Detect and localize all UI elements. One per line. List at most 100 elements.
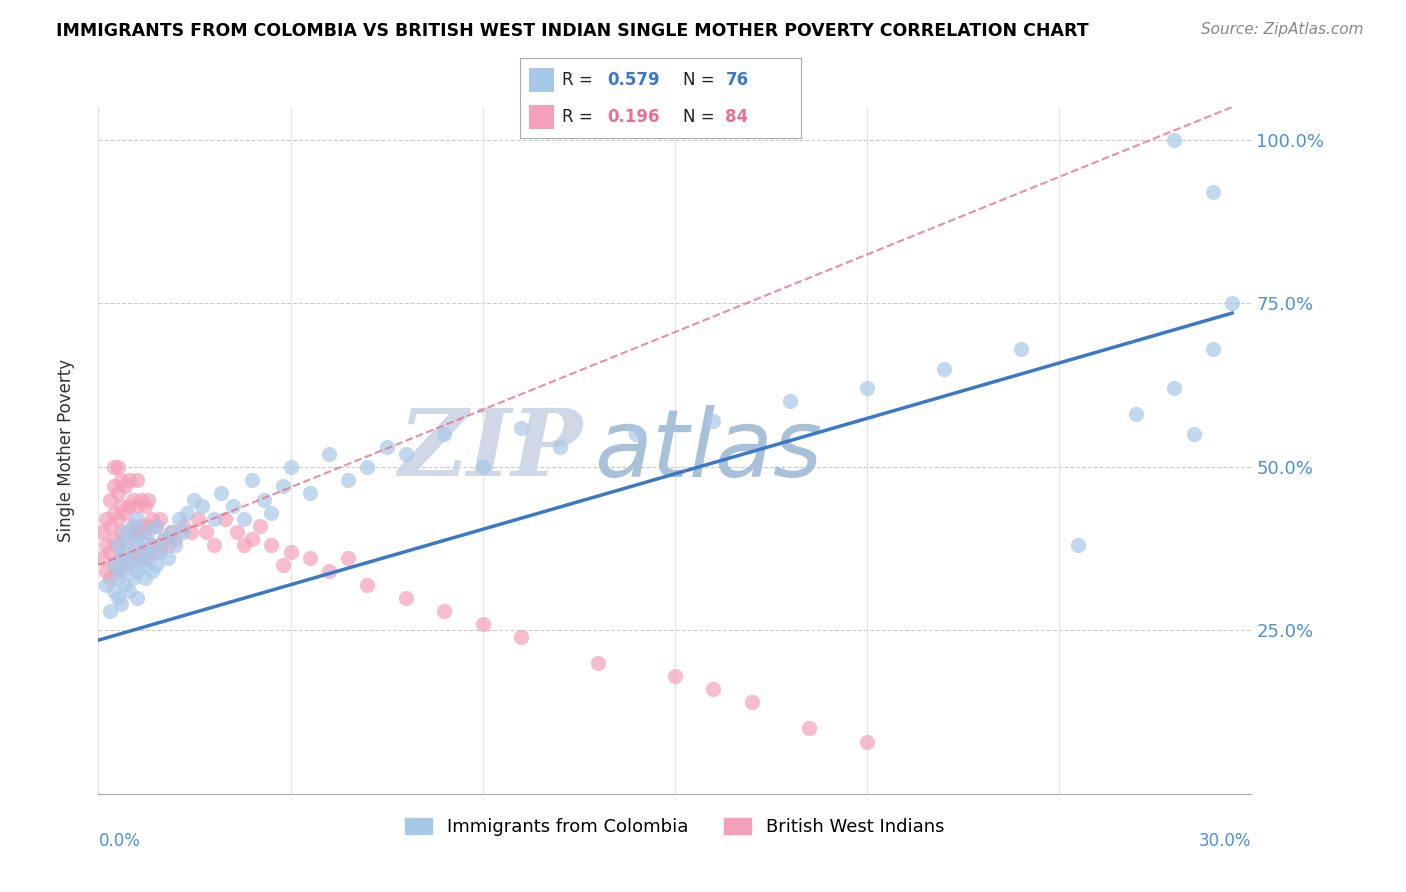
Point: [114, 577, 136, 591]
Point: [172, 525, 194, 540]
Point: [129, 518, 152, 533]
Point: [225, 525, 247, 540]
Point: [1163, 381, 1185, 395]
Point: [91, 525, 114, 540]
Point: [110, 499, 132, 513]
Point: [110, 473, 132, 487]
Point: [260, 506, 283, 520]
Text: N =: N =: [683, 108, 720, 126]
Point: [98, 604, 121, 618]
Point: [118, 525, 141, 540]
Point: [122, 545, 145, 559]
Point: [103, 479, 125, 493]
Point: [280, 545, 302, 559]
Point: [156, 551, 179, 566]
Point: [110, 525, 132, 540]
Point: [510, 630, 533, 644]
Point: [114, 479, 136, 493]
Point: [471, 459, 494, 474]
Point: [214, 512, 236, 526]
Point: [149, 512, 172, 526]
Point: [110, 597, 132, 611]
Point: [172, 518, 194, 533]
Point: [103, 558, 125, 572]
Point: [94, 538, 117, 552]
Point: [375, 440, 398, 454]
Text: R =: R =: [562, 71, 599, 89]
Point: [1220, 296, 1243, 310]
Point: [125, 551, 148, 566]
Bar: [529, 104, 554, 128]
Point: [1182, 427, 1205, 442]
Point: [110, 551, 132, 566]
Point: [129, 545, 152, 559]
Point: [118, 584, 141, 599]
Point: [129, 558, 152, 572]
Point: [183, 492, 205, 507]
Point: [107, 591, 129, 605]
Point: [125, 538, 148, 552]
Point: [125, 512, 148, 526]
Text: Source: ZipAtlas.com: Source: ZipAtlas.com: [1201, 22, 1364, 37]
Point: [337, 473, 360, 487]
Point: [356, 459, 378, 474]
Point: [176, 506, 198, 520]
Point: [129, 492, 152, 507]
Point: [122, 551, 145, 566]
Point: [160, 525, 183, 540]
Point: [134, 499, 156, 513]
Point: [122, 492, 145, 507]
Point: [187, 512, 209, 526]
Point: [122, 518, 145, 533]
Point: [152, 532, 174, 546]
Point: [114, 532, 136, 546]
Point: [141, 512, 163, 526]
Point: [91, 551, 114, 566]
Point: [233, 512, 256, 526]
Point: [114, 525, 136, 540]
Point: [114, 545, 136, 559]
Text: atlas: atlas: [595, 405, 823, 496]
Point: [138, 525, 160, 540]
Legend: Immigrants from Colombia, British West Indians: Immigrants from Colombia, British West I…: [398, 811, 952, 843]
Point: [103, 506, 125, 520]
Text: ZIP: ZIP: [398, 406, 582, 495]
Point: [118, 551, 141, 566]
Point: [433, 604, 456, 618]
Point: [122, 518, 145, 533]
Point: [118, 558, 141, 572]
Point: [114, 506, 136, 520]
Point: [125, 565, 148, 579]
Point: [107, 486, 129, 500]
Point: [94, 512, 117, 526]
Point: [134, 545, 156, 559]
Point: [856, 381, 879, 395]
Point: [94, 565, 117, 579]
Point: [129, 532, 152, 546]
Point: [110, 565, 132, 579]
Point: [1067, 538, 1090, 552]
Point: [160, 525, 183, 540]
Point: [149, 545, 172, 559]
Point: [260, 538, 283, 552]
Point: [122, 571, 145, 585]
Point: [271, 558, 294, 572]
Point: [141, 538, 163, 552]
Text: 0.196: 0.196: [607, 108, 659, 126]
Point: [337, 551, 360, 566]
Point: [298, 551, 321, 566]
Point: [107, 538, 129, 552]
Point: [240, 532, 263, 546]
Text: N =: N =: [683, 71, 720, 89]
Point: [138, 545, 160, 559]
Point: [145, 558, 167, 572]
Point: [510, 420, 533, 434]
Point: [180, 525, 202, 540]
Text: 84: 84: [725, 108, 748, 126]
Point: [103, 459, 125, 474]
Point: [664, 669, 686, 683]
Point: [741, 695, 763, 709]
Point: [125, 473, 148, 487]
Point: [191, 499, 214, 513]
Point: [118, 499, 141, 513]
